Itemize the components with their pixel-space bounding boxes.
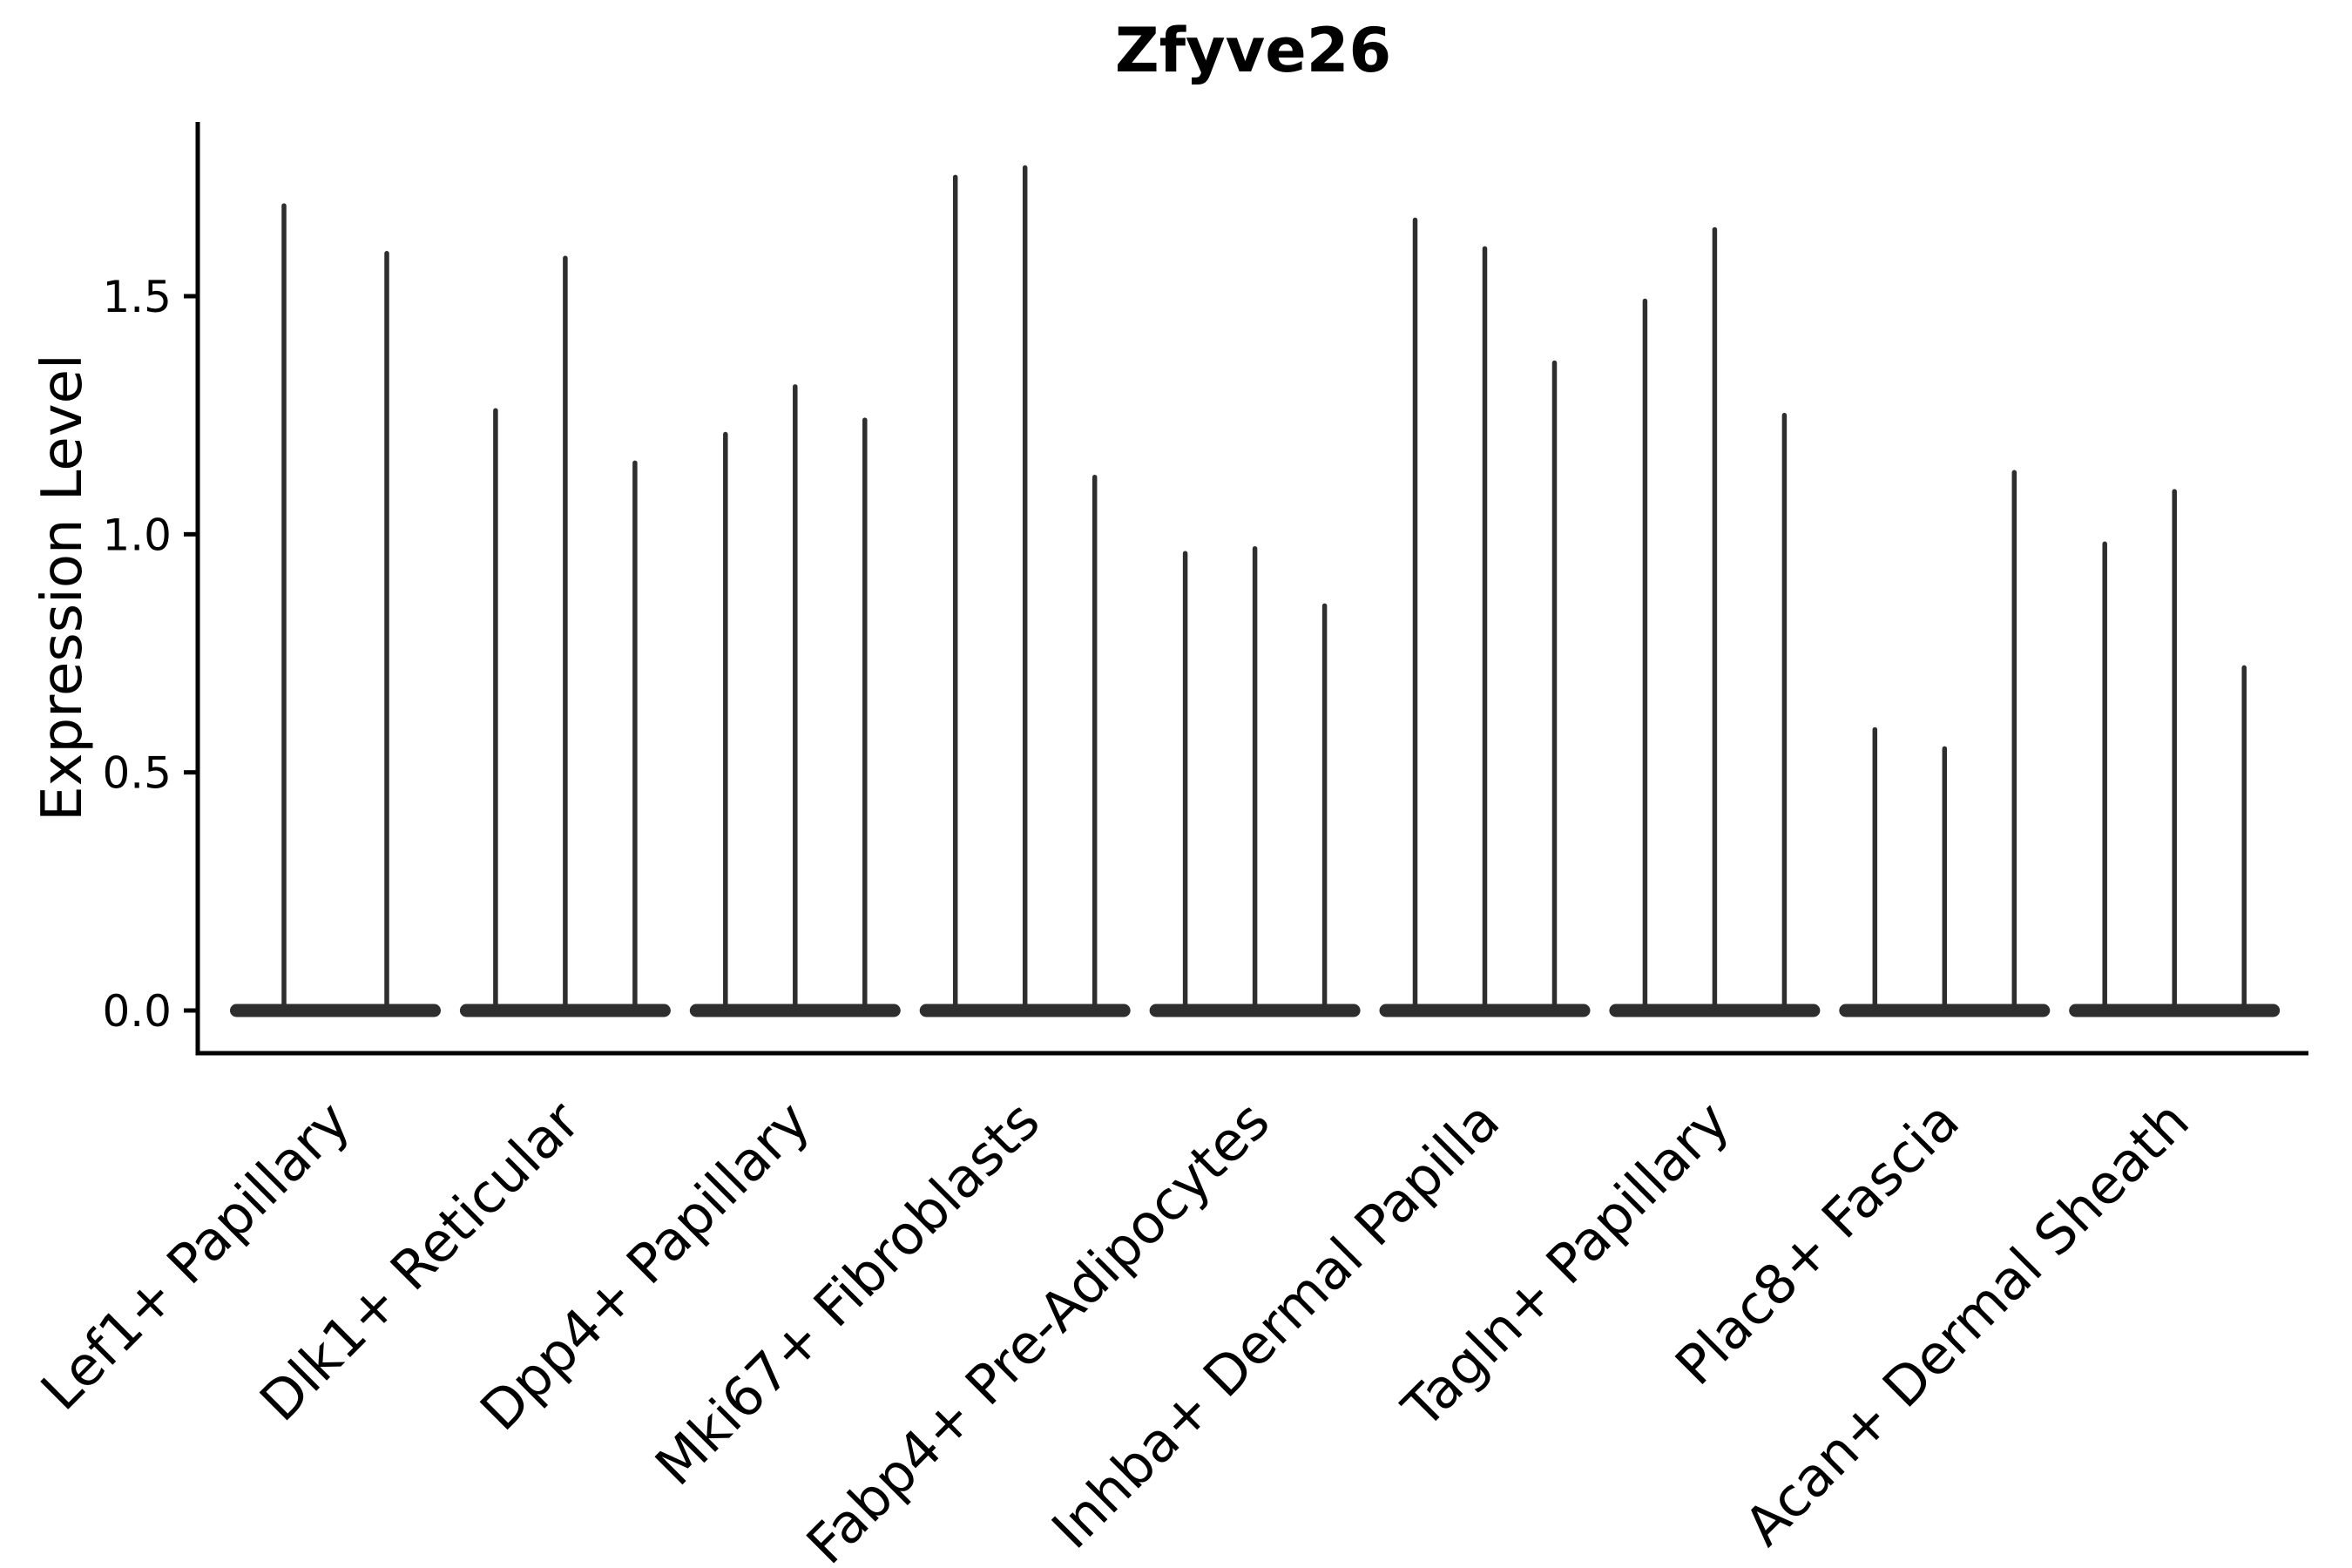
x-category-label: Fabp4+ Pre-Adipocytes [794, 1089, 1281, 1568]
x-category-label: Mki67+ Fibroblasts [643, 1089, 1051, 1497]
plot-title: Zfyve26 [1114, 15, 1392, 86]
violin-base-plate [230, 1004, 441, 1017]
y-tick-label: 0.5 [102, 748, 172, 799]
y-tick-label: 1.5 [102, 272, 172, 322]
x-category-label: Inhba+ Dermal Papilla [1039, 1089, 1511, 1561]
y-tick-label: 1.0 [102, 510, 172, 560]
y-tick-label: 0.0 [102, 986, 172, 1037]
x-category-label: Acan+ Dermal Sheath [1732, 1089, 2200, 1558]
